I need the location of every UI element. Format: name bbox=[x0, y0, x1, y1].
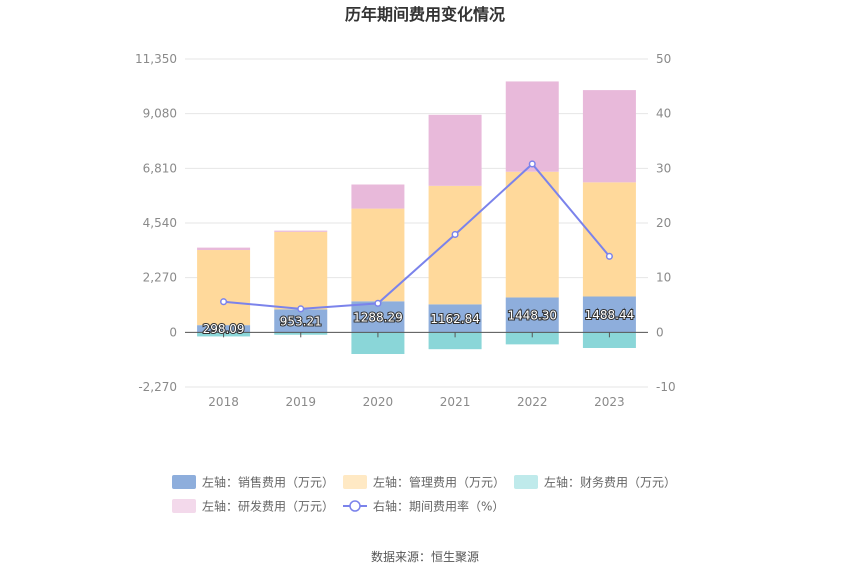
bar-segment bbox=[582, 182, 636, 297]
legend-label: 左轴：财务费用（万元） bbox=[544, 475, 676, 490]
left-tick-label: 0 bbox=[169, 325, 177, 339]
left-tick-label: 11,350 bbox=[135, 52, 177, 66]
left-tick-label: 9,080 bbox=[143, 107, 177, 121]
left-tick-label: 4,540 bbox=[143, 216, 177, 230]
bar-segment bbox=[505, 81, 559, 172]
bar-segment bbox=[505, 332, 559, 345]
left-tick-label: -2,270 bbox=[138, 380, 177, 394]
x-tick-label: 2023 bbox=[594, 395, 625, 409]
rate-line-group bbox=[220, 160, 613, 313]
right-tick-label: -10 bbox=[656, 380, 676, 394]
bar-segment bbox=[274, 230, 328, 232]
bar-value-label: 953.21 bbox=[280, 314, 322, 328]
rate-point bbox=[451, 230, 459, 239]
left-tick-label: 6,810 bbox=[143, 161, 177, 175]
bar-segment bbox=[351, 184, 405, 209]
bar-segment bbox=[428, 304, 482, 333]
legend-label: 左轴：销售费用（万元） bbox=[202, 475, 334, 490]
grid-lines bbox=[185, 58, 648, 388]
left-axis-ticks: 11,350 9,080 6,810 4,540 2,270 0 -2,270 bbox=[135, 52, 177, 394]
right-tick-label: 30 bbox=[656, 161, 671, 175]
bar-group bbox=[197, 81, 636, 355]
bar-value-label: 1288.29 bbox=[353, 310, 403, 324]
legend-swatch bbox=[343, 475, 367, 489]
bar-segment bbox=[582, 90, 636, 183]
chart-title: 历年期间费用变化情况 bbox=[345, 5, 505, 24]
x-axis-ticks: 2018 2019 2020 2021 2022 2023 bbox=[208, 332, 625, 409]
legend-label: 左轴：管理费用（万元） bbox=[373, 475, 505, 490]
bar-segment bbox=[351, 208, 405, 302]
right-tick-label: 20 bbox=[656, 216, 671, 230]
right-tick-label: 50 bbox=[656, 52, 671, 66]
bar-segment bbox=[351, 332, 405, 355]
left-tick-label: 2,270 bbox=[143, 271, 177, 285]
legend-swatch bbox=[172, 499, 196, 513]
legend-marker bbox=[349, 500, 361, 512]
legend: 左轴：销售费用（万元） 左轴：管理费用（万元） 左轴：财务费用（万元） 左轴：研发费用… bbox=[172, 475, 676, 514]
bar-value-label: 298.09 bbox=[203, 322, 245, 336]
x-tick-label: 2021 bbox=[440, 395, 471, 409]
data-source: 数据来源：恒生聚源 bbox=[371, 549, 479, 564]
rate-point bbox=[297, 305, 305, 313]
right-tick-label: 40 bbox=[656, 107, 671, 121]
x-tick-label: 2019 bbox=[285, 395, 316, 409]
right-tick-label: 0 bbox=[656, 325, 664, 339]
bar-segment bbox=[274, 309, 328, 333]
bar-labels: 298.09 953.21 1288.29 1162.84 1448.30 1488.44 bbox=[202, 307, 636, 337]
right-tick-label: 10 bbox=[656, 271, 671, 285]
x-tick-label: 2020 bbox=[363, 395, 394, 409]
bar-segment bbox=[197, 247, 251, 251]
legend-swatch bbox=[172, 475, 196, 489]
bar-value-label: 1448.30 bbox=[507, 308, 557, 322]
rate-point bbox=[220, 298, 228, 306]
legend-label: 左轴：研发费用（万元） bbox=[202, 499, 334, 514]
rate-point bbox=[528, 160, 536, 168]
right-axis-ticks: 50 40 30 20 10 0 -10 bbox=[656, 52, 676, 394]
bar-segment bbox=[582, 296, 636, 333]
legend-label: 右轴：期间费用率（%） bbox=[373, 499, 504, 514]
legend-swatch bbox=[514, 475, 538, 489]
rate-point bbox=[605, 252, 613, 260]
bar-segment bbox=[428, 332, 482, 350]
bar-segment bbox=[582, 332, 636, 348]
bar-segment bbox=[274, 231, 328, 310]
bar-segment bbox=[428, 185, 482, 305]
bar-segment bbox=[428, 114, 482, 186]
rate-line bbox=[223, 162, 611, 310]
bar-value-label: 1162.84 bbox=[430, 312, 480, 326]
bar-value-label: 1488.44 bbox=[585, 308, 635, 322]
x-tick-label: 2022 bbox=[517, 395, 548, 409]
bar-segment bbox=[197, 250, 251, 326]
rate-point bbox=[374, 299, 382, 307]
bar-segment bbox=[505, 171, 559, 298]
x-tick-label: 2018 bbox=[208, 395, 239, 409]
bar-segment bbox=[197, 325, 251, 333]
bar-segment bbox=[505, 297, 559, 333]
